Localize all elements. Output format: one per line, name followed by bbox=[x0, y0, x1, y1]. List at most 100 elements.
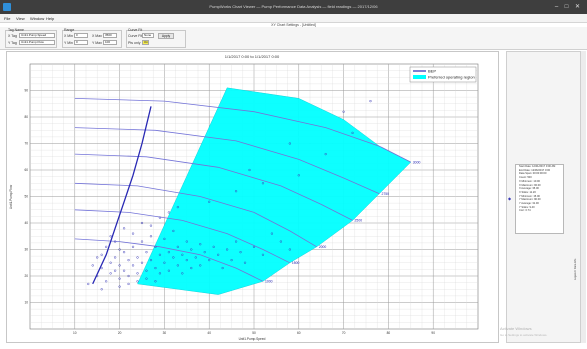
chart-legend: BEP Preferred operating region bbox=[409, 66, 477, 83]
control-panel: Tag Name X Tag Unit1.Pump.Speed Y Tag Un… bbox=[0, 27, 587, 50]
x-max-field[interactable]: 3500 bbox=[103, 33, 117, 38]
y-axis-label: Unit1.Pump.Flow bbox=[9, 184, 13, 209]
info-line: Y Minimum: 15.00 bbox=[519, 194, 540, 198]
y-max-field[interactable]: 100 bbox=[103, 40, 117, 45]
data-point bbox=[248, 168, 251, 172]
speed-curve-line bbox=[74, 153, 353, 221]
data-point bbox=[234, 190, 238, 193]
speed-curve-label: 2750 bbox=[381, 192, 389, 196]
xy-chart[interactable]: 1/1/2017 0:00 to 1/1/2017 0:00 1000 1500 2… bbox=[6, 51, 499, 343]
title-bar: PumpWorks Chart Viewer — Pump Performanc… bbox=[0, 0, 587, 14]
y-min-field[interactable]: 0 bbox=[74, 40, 88, 45]
data-point bbox=[324, 152, 327, 156]
info-line: Y Maximum: 90.00 bbox=[519, 198, 541, 202]
close-button[interactable]: ✕ bbox=[574, 4, 581, 10]
data-point bbox=[113, 269, 117, 272]
data-point bbox=[176, 264, 179, 267]
data-point bbox=[212, 245, 215, 248]
x-tag-label: X Tag bbox=[8, 34, 17, 38]
data-point bbox=[167, 251, 171, 254]
data-point bbox=[239, 251, 242, 254]
speed-curve-label: 1000 bbox=[265, 280, 273, 284]
menu-file[interactable]: File bbox=[4, 15, 11, 21]
data-point bbox=[288, 248, 291, 251]
data-point bbox=[158, 216, 162, 219]
data-point bbox=[96, 274, 99, 278]
data-point bbox=[136, 280, 139, 283]
speed-curve-line bbox=[74, 98, 411, 163]
speed-curve-line bbox=[74, 209, 290, 264]
data-point bbox=[113, 240, 117, 243]
activation-watermark: Activate Windows bbox=[500, 326, 532, 331]
curve-fit-label: Curve Fit bbox=[128, 34, 143, 38]
data-point bbox=[136, 256, 139, 259]
side-panel-tab[interactable]: Legend / Data Info bbox=[574, 210, 580, 280]
y-tag-label: Y Tag bbox=[8, 41, 17, 45]
data-point bbox=[225, 248, 229, 251]
x-tag-field[interactable]: Unit1.Pump.Speed bbox=[19, 33, 55, 38]
info-line: Y Stdev: 9.40 bbox=[519, 205, 535, 209]
x-tick-label: 10 bbox=[73, 331, 77, 335]
legend-bep-label: BEP bbox=[428, 69, 436, 74]
data-point bbox=[369, 99, 372, 103]
data-point bbox=[176, 205, 179, 209]
data-point bbox=[122, 227, 126, 230]
minimize-button[interactable]: – bbox=[554, 4, 559, 10]
menu-window[interactable]: Window bbox=[30, 15, 45, 21]
data-point bbox=[243, 261, 247, 264]
app-icon bbox=[3, 3, 11, 11]
maximize-button[interactable]: □ bbox=[564, 4, 569, 10]
speed-curves: 1000 1500 2000 2500 2750 3000 bbox=[74, 98, 420, 285]
data-point bbox=[217, 253, 220, 256]
data-point bbox=[105, 245, 108, 248]
legend-box bbox=[409, 66, 477, 83]
data-point bbox=[127, 282, 130, 286]
menu-help[interactable]: Help bbox=[46, 15, 55, 21]
data-point bbox=[154, 245, 157, 248]
menu-view[interactable]: View bbox=[16, 15, 25, 21]
data-point bbox=[158, 272, 162, 275]
apply-button[interactable]: Apply bbox=[158, 33, 174, 39]
y-tag-field[interactable]: Unit1.Pump.Flow bbox=[19, 40, 55, 45]
points-only-toggle[interactable]: On bbox=[142, 40, 149, 45]
data-point bbox=[221, 266, 224, 270]
data-point bbox=[167, 269, 171, 272]
data-point bbox=[149, 224, 153, 227]
speed-curve-line bbox=[74, 182, 317, 248]
y-tick-label: 30 bbox=[24, 248, 28, 252]
legend-region-swatch bbox=[413, 75, 426, 79]
chart-title: 1/1/2017 0:00 to 1/1/2017 0:00 bbox=[225, 54, 280, 59]
preferred-region-shape bbox=[137, 87, 412, 295]
data-point bbox=[100, 253, 103, 256]
data-point bbox=[172, 256, 175, 259]
range-group-label: Range bbox=[64, 28, 75, 32]
x-min-label: X Min bbox=[64, 34, 73, 38]
y-tick-label: 10 bbox=[24, 301, 28, 305]
diamond-marker-icon: ◆ bbox=[508, 196, 512, 201]
side-panel-title: Legend / Data Info bbox=[574, 258, 577, 280]
x-min-field[interactable]: 0 bbox=[74, 33, 88, 38]
info-line: X Average: 35.00 bbox=[519, 187, 539, 191]
data-point bbox=[105, 280, 108, 283]
data-point bbox=[203, 251, 206, 254]
settings-title: XY Chart Settings - [Untitled] bbox=[271, 23, 316, 27]
data-point bbox=[154, 280, 157, 283]
data-info-list: Start Date: 12/01/2017 0:00 AM End Date:… bbox=[515, 164, 564, 234]
data-point bbox=[261, 253, 265, 256]
data-point bbox=[252, 245, 256, 248]
data-point bbox=[230, 258, 233, 262]
x-tick-label: 20 bbox=[118, 331, 122, 335]
y-tick-label: 20 bbox=[24, 274, 28, 278]
data-point bbox=[261, 182, 265, 185]
legend-region-label: Preferred operating region bbox=[428, 75, 475, 80]
vertical-scrollbar[interactable] bbox=[581, 51, 586, 343]
info-line: X Minimum: 10.00 bbox=[519, 179, 540, 183]
x-tick-label: 50 bbox=[252, 331, 256, 335]
data-point bbox=[342, 110, 345, 113]
x-axis-label: Unit1.Pump.Speed bbox=[239, 337, 266, 341]
data-point bbox=[149, 258, 153, 262]
curve-fit-group-label: Curve Fit bbox=[128, 28, 143, 32]
curve-fit-select[interactable]: None bbox=[142, 33, 154, 38]
points-only-label: Pts only bbox=[128, 41, 141, 45]
data-point bbox=[109, 272, 112, 275]
